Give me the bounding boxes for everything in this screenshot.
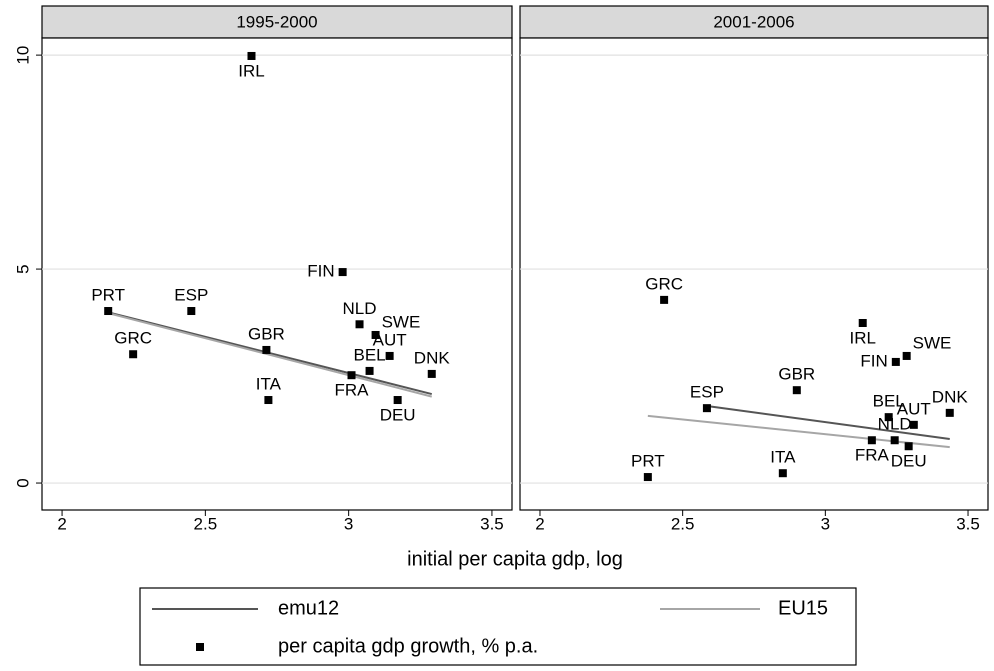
point-label: FRA — [335, 381, 370, 400]
x-tick-label: 2 — [57, 514, 66, 533]
point-label: GRC — [645, 274, 683, 293]
panel-header — [519, 5, 989, 39]
point-label: FIN — [307, 262, 334, 281]
panel-title: 2001-2006 — [713, 12, 794, 31]
point-label: ESP — [174, 285, 208, 304]
point-label: DEU — [380, 406, 416, 425]
marker — [909, 420, 918, 429]
point-label: PRT — [91, 285, 125, 304]
point-label: BEL — [353, 345, 385, 364]
marker — [643, 473, 652, 482]
point-label: DNK — [932, 387, 969, 406]
point-label: ESP — [690, 383, 724, 402]
point-label: GBR — [778, 365, 815, 384]
point-label: FIN — [860, 351, 887, 370]
marker — [365, 366, 374, 375]
plot-area — [41, 37, 513, 511]
marker — [347, 371, 356, 380]
point-label: DNK — [414, 348, 451, 367]
point-label: IRL — [238, 61, 264, 80]
marker — [792, 386, 801, 395]
marker — [945, 408, 954, 417]
plot-area — [519, 37, 989, 511]
marker — [427, 369, 436, 378]
x-tick-label: 3.5 — [480, 514, 504, 533]
point-label: PRT — [631, 452, 665, 471]
legend-box — [139, 587, 857, 666]
x-tick-label: 2.5 — [671, 514, 695, 533]
point-label: GBR — [248, 324, 285, 343]
marker — [891, 357, 900, 366]
point-label: SWE — [913, 333, 952, 352]
marker — [890, 436, 899, 445]
marker — [660, 295, 669, 304]
y-tick-label: 10 — [13, 46, 32, 65]
marker — [262, 345, 271, 354]
x-axis-title: initial per capita gdp, log — [407, 548, 623, 570]
point-label: NLD — [343, 299, 377, 318]
marker — [187, 307, 196, 316]
y-tick-label: 0 — [13, 478, 32, 487]
x-tick-label: 2 — [535, 514, 544, 533]
legend-label: EU15 — [778, 597, 828, 619]
marker — [778, 469, 787, 478]
point-label: ITA — [256, 375, 282, 394]
point-label: ITA — [770, 448, 796, 467]
point-label: AUT — [373, 330, 407, 349]
x-tick-label: 3 — [344, 514, 353, 533]
point-label: BEL — [873, 392, 905, 411]
legend-swatch — [196, 643, 204, 651]
marker — [355, 320, 364, 329]
fit-line — [107, 312, 433, 398]
point-label: DEU — [891, 452, 927, 471]
fit-line — [706, 405, 950, 440]
marker — [393, 396, 402, 405]
marker — [867, 436, 876, 445]
legend-label: emu12 — [278, 597, 339, 619]
marker — [104, 307, 113, 316]
x-tick-label: 2.5 — [194, 514, 218, 533]
marker — [129, 350, 138, 359]
point-label: IRL — [849, 328, 875, 347]
marker — [247, 51, 256, 60]
marker — [904, 442, 913, 451]
point-label: GRC — [114, 329, 152, 348]
marker — [902, 351, 911, 360]
y-tick-label: 5 — [13, 264, 32, 273]
marker — [884, 413, 893, 422]
marker — [371, 330, 380, 339]
point-label: NLD — [878, 415, 912, 434]
panel-title: 1995-2000 — [236, 12, 317, 31]
marker — [264, 396, 273, 405]
point-label: SWE — [382, 312, 421, 331]
x-tick-label: 3 — [821, 514, 830, 533]
legend-label: per capita gdp growth, % p.a. — [278, 635, 538, 657]
marker — [702, 404, 711, 413]
fit-line — [647, 414, 950, 449]
marker — [858, 318, 867, 327]
marker — [338, 268, 347, 277]
x-tick-label: 3.5 — [956, 514, 980, 533]
panel-header — [41, 5, 513, 39]
point-label: AUT — [897, 399, 931, 418]
point-label: FRA — [855, 446, 890, 465]
marker — [385, 351, 394, 360]
